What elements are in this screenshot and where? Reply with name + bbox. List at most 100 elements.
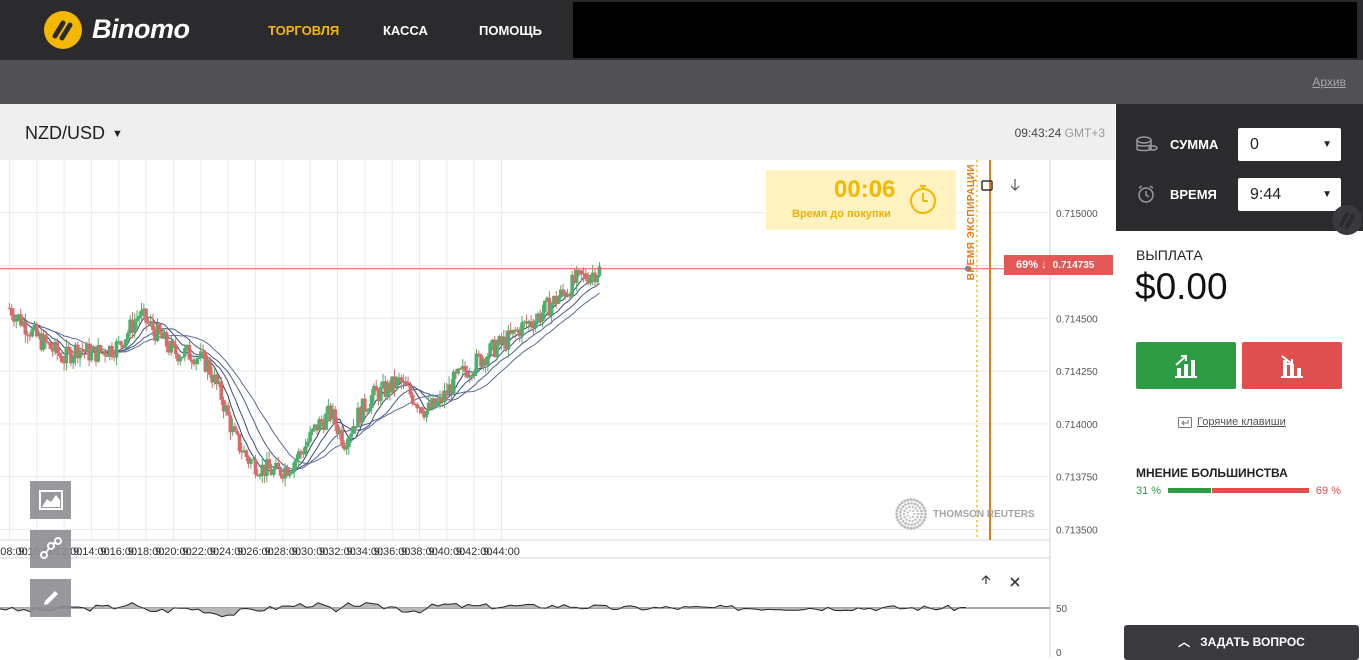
nav-cashier[interactable]: КАССА	[383, 23, 428, 38]
candle-up	[424, 411, 429, 418]
candle-down	[476, 353, 481, 355]
archive-link[interactable]: Архив	[1312, 75, 1346, 89]
candle-up	[536, 313, 540, 321]
candle-down	[440, 396, 445, 403]
candle-down	[55, 341, 60, 354]
candle-up	[347, 437, 351, 448]
candle-down	[299, 451, 303, 453]
candle-down	[253, 459, 258, 475]
candle-down	[322, 421, 326, 430]
candle-down	[9, 307, 14, 316]
price-chart[interactable]: 0.7150000.7147500.7145000.7142500.714000…	[0, 160, 1115, 657]
candle-up	[369, 395, 374, 409]
nav-trading[interactable]: ТОРГОВЛЯ	[268, 23, 340, 38]
candle-up	[114, 341, 119, 358]
candle-down	[214, 374, 219, 385]
candle-up	[356, 407, 360, 428]
candle-up	[511, 329, 515, 334]
amount-select[interactable]: 0 ▼	[1238, 128, 1341, 161]
chart-grid	[0, 160, 1051, 657]
reuters-dot	[903, 515, 906, 519]
chart-area[interactable]: 0.7150000.7147500.7145000.7142500.714000…	[0, 160, 1115, 657]
price-tag-arrow-icon: ↓	[1041, 259, 1047, 271]
candle-down	[410, 394, 415, 404]
candle-down	[94, 346, 98, 362]
buy-up-button[interactable]	[1136, 342, 1236, 389]
trade-settings: СУММА 0 ▼ ВРЕМЯ 9:44 ▼	[1116, 104, 1363, 235]
candle-down	[244, 450, 249, 458]
reuters-dot	[907, 502, 910, 505]
candle-up	[417, 407, 422, 409]
candle-up	[205, 360, 210, 372]
candle-down	[233, 426, 237, 431]
candle-down	[23, 321, 28, 335]
candle-down	[237, 433, 242, 452]
candle-down	[465, 371, 470, 378]
candle-down	[419, 407, 424, 414]
candle-down	[363, 398, 367, 412]
candle-down	[82, 350, 87, 352]
close-icon[interactable]	[1010, 577, 1020, 587]
reuters-dot	[913, 502, 917, 506]
candle-up	[71, 357, 75, 364]
ask-question-button[interactable]: ︿ ЗАДАТЬ ВОПРОС	[1124, 625, 1359, 660]
candle-up	[506, 330, 511, 350]
time-tick-label: 9:40:00	[428, 546, 465, 558]
candle-down	[176, 354, 180, 362]
candle-down	[262, 464, 267, 476]
clock-timezone: GMT+3	[1064, 126, 1105, 140]
time-select[interactable]: 9:44 ▼	[1238, 178, 1341, 211]
candle-up	[495, 344, 499, 357]
candle-up	[21, 321, 25, 326]
candle-down	[278, 467, 283, 476]
chart-type-button[interactable]	[30, 481, 71, 519]
candle-down	[269, 468, 274, 476]
candle-down	[153, 330, 158, 341]
arrow-down-icon[interactable]	[1010, 179, 1020, 191]
amount-value: 0	[1250, 136, 1259, 153]
candle-down	[353, 426, 358, 428]
candle-down	[173, 345, 178, 355]
hotkeys-link[interactable]: Горячие клавиши	[1197, 416, 1286, 428]
fullscreen-icon[interactable]	[981, 180, 993, 191]
candle-down	[171, 340, 176, 346]
candle-up	[595, 275, 600, 283]
logo-text[interactable]: Binomo	[92, 14, 190, 44]
reuters-dot	[916, 509, 919, 513]
candle-down	[208, 360, 212, 375]
candle-up	[274, 462, 278, 469]
candle-down	[12, 315, 16, 322]
candle-down	[160, 332, 164, 339]
reuters-dot	[923, 512, 927, 516]
reuters-dot	[909, 526, 913, 530]
reuters-dot	[899, 507, 903, 511]
candle-down	[80, 350, 85, 352]
buy-down-button[interactable]	[1242, 342, 1342, 389]
time-label: ВРЕМЯ	[1170, 187, 1217, 202]
candle-up	[89, 350, 94, 361]
drawing-tools-button[interactable]	[30, 579, 71, 617]
reuters-dot	[923, 515, 927, 519]
arrow-up-icon[interactable]	[981, 575, 991, 584]
candle-up	[344, 447, 349, 450]
reuters-dot	[902, 512, 905, 516]
candle-up	[381, 381, 385, 387]
candle-down	[584, 273, 588, 280]
candle-down	[454, 371, 458, 374]
candle-down	[524, 321, 529, 324]
oscillator-line	[0, 602, 967, 618]
candle-down	[203, 351, 208, 372]
candle-down	[577, 270, 581, 272]
candle-up	[365, 410, 369, 412]
reuters-dot	[919, 515, 923, 519]
indicators-button[interactable]	[30, 530, 71, 568]
nav-help[interactable]: ПОМОЩЬ	[479, 23, 542, 38]
reuters-dot	[909, 509, 912, 512]
candle-down	[517, 329, 522, 337]
candle-up	[132, 321, 137, 333]
binomo-logo-icon[interactable]	[44, 11, 82, 49]
currency-pair-select[interactable]: NZD/USD ▼	[25, 123, 123, 144]
candle-up	[37, 333, 41, 337]
candle-down	[383, 381, 388, 397]
ask-question-label: ЗАДАТЬ ВОПРОС	[1200, 635, 1305, 649]
